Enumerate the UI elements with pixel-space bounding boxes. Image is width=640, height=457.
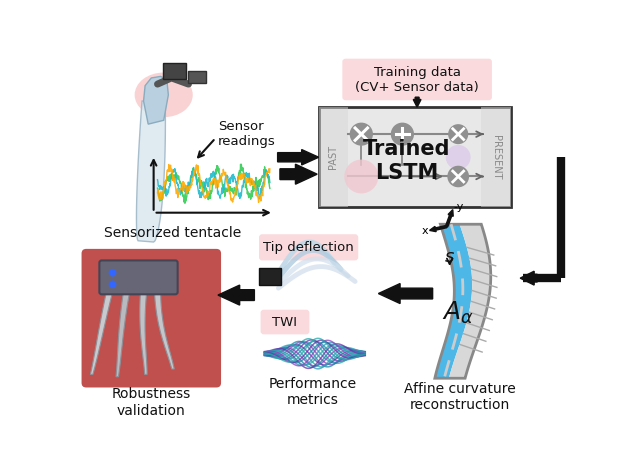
Text: x: x <box>422 226 428 236</box>
Text: Trained
LSTM: Trained LSTM <box>364 139 451 183</box>
Text: PAST: PAST <box>328 145 339 169</box>
FancyBboxPatch shape <box>319 107 348 207</box>
FancyBboxPatch shape <box>260 310 309 335</box>
Polygon shape <box>280 164 317 184</box>
Polygon shape <box>278 149 319 165</box>
FancyBboxPatch shape <box>342 58 492 100</box>
Polygon shape <box>143 76 168 124</box>
Polygon shape <box>154 290 174 369</box>
FancyBboxPatch shape <box>99 260 178 294</box>
Text: Sensor
readings: Sensor readings <box>218 120 276 148</box>
Polygon shape <box>449 224 491 378</box>
Polygon shape <box>445 210 453 227</box>
FancyBboxPatch shape <box>481 107 511 207</box>
Circle shape <box>349 122 373 146</box>
Polygon shape <box>136 101 165 242</box>
Text: TWI: TWI <box>272 315 297 329</box>
Polygon shape <box>140 292 147 374</box>
Circle shape <box>109 281 116 288</box>
FancyBboxPatch shape <box>163 64 186 79</box>
Polygon shape <box>378 283 433 303</box>
Polygon shape <box>218 285 254 305</box>
FancyBboxPatch shape <box>259 234 358 260</box>
Text: Affine curvature
reconstruction: Affine curvature reconstruction <box>404 382 516 412</box>
Circle shape <box>109 269 116 276</box>
Polygon shape <box>520 271 537 285</box>
Text: Performance
metrics: Performance metrics <box>268 377 356 407</box>
Text: $s$: $s$ <box>444 248 455 266</box>
FancyBboxPatch shape <box>319 107 511 207</box>
Ellipse shape <box>134 73 193 117</box>
Text: Sensorized tentacle: Sensorized tentacle <box>104 226 242 240</box>
Circle shape <box>344 159 378 193</box>
Circle shape <box>447 166 469 187</box>
Text: -y: -y <box>453 202 463 213</box>
FancyBboxPatch shape <box>188 71 206 83</box>
FancyBboxPatch shape <box>81 249 221 388</box>
Text: Training data
(CV+ Sensor data): Training data (CV+ Sensor data) <box>355 66 479 94</box>
Polygon shape <box>413 97 421 107</box>
Text: $A_\alpha$: $A_\alpha$ <box>442 300 474 326</box>
FancyBboxPatch shape <box>259 268 281 285</box>
Text: Robustness
validation: Robustness validation <box>111 388 191 418</box>
Polygon shape <box>116 292 129 377</box>
Text: PRESENT: PRESENT <box>491 135 501 180</box>
Text: Tip deflection: Tip deflection <box>263 241 354 254</box>
Polygon shape <box>90 292 113 374</box>
Circle shape <box>448 124 468 144</box>
Circle shape <box>391 122 414 146</box>
Polygon shape <box>435 224 472 378</box>
Circle shape <box>446 145 470 170</box>
Polygon shape <box>429 225 447 232</box>
